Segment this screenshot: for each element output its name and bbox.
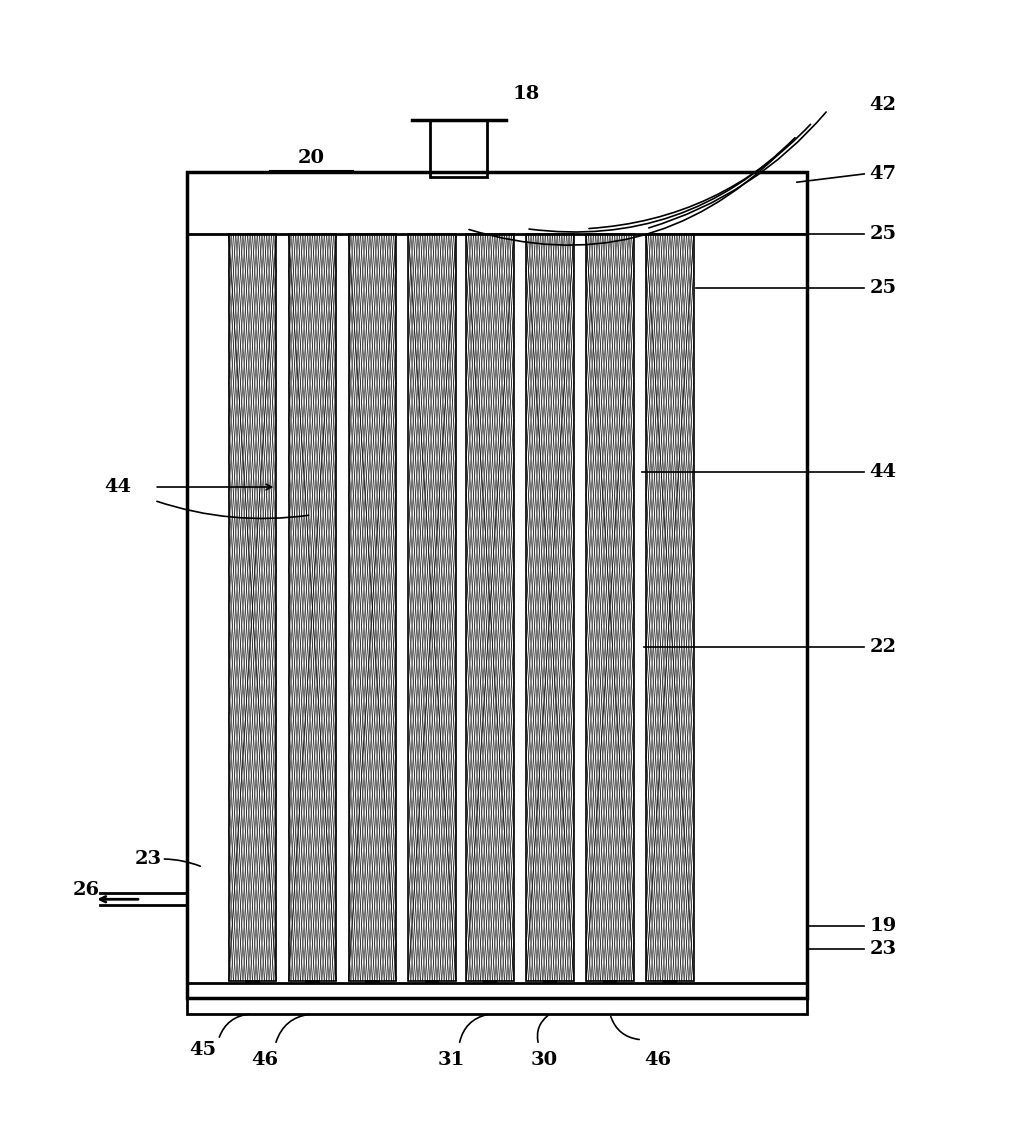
Bar: [188, 983, 807, 1014]
Bar: [426, 981, 438, 983]
Text: 46: 46: [644, 1051, 671, 1069]
Bar: [646, 234, 694, 981]
Bar: [229, 234, 277, 981]
Bar: [544, 981, 556, 983]
Text: 44: 44: [869, 463, 896, 481]
Text: 19: 19: [869, 917, 896, 935]
Bar: [484, 981, 496, 983]
Bar: [247, 981, 259, 983]
Text: 45: 45: [190, 1041, 217, 1059]
Bar: [307, 981, 319, 983]
Text: 25: 25: [869, 279, 896, 297]
Text: 18: 18: [513, 86, 540, 104]
Text: 26: 26: [73, 881, 99, 899]
Bar: [430, 120, 487, 177]
Bar: [466, 234, 514, 981]
Text: 22: 22: [869, 638, 896, 656]
Text: 42: 42: [869, 96, 896, 114]
Text: 46: 46: [252, 1051, 279, 1069]
Bar: [188, 172, 807, 998]
Bar: [526, 234, 574, 981]
Text: 30: 30: [530, 1051, 557, 1069]
Bar: [366, 981, 378, 983]
Text: 20: 20: [298, 149, 325, 167]
Bar: [348, 234, 396, 981]
Bar: [408, 234, 456, 981]
Bar: [664, 981, 677, 983]
Text: 23: 23: [135, 850, 162, 868]
Text: 31: 31: [437, 1051, 464, 1069]
Text: 23: 23: [869, 939, 896, 957]
Text: 25: 25: [869, 225, 896, 243]
Bar: [289, 234, 336, 981]
Bar: [586, 234, 634, 981]
Text: 44: 44: [105, 478, 132, 496]
Bar: [604, 981, 616, 983]
Text: 47: 47: [869, 165, 896, 183]
